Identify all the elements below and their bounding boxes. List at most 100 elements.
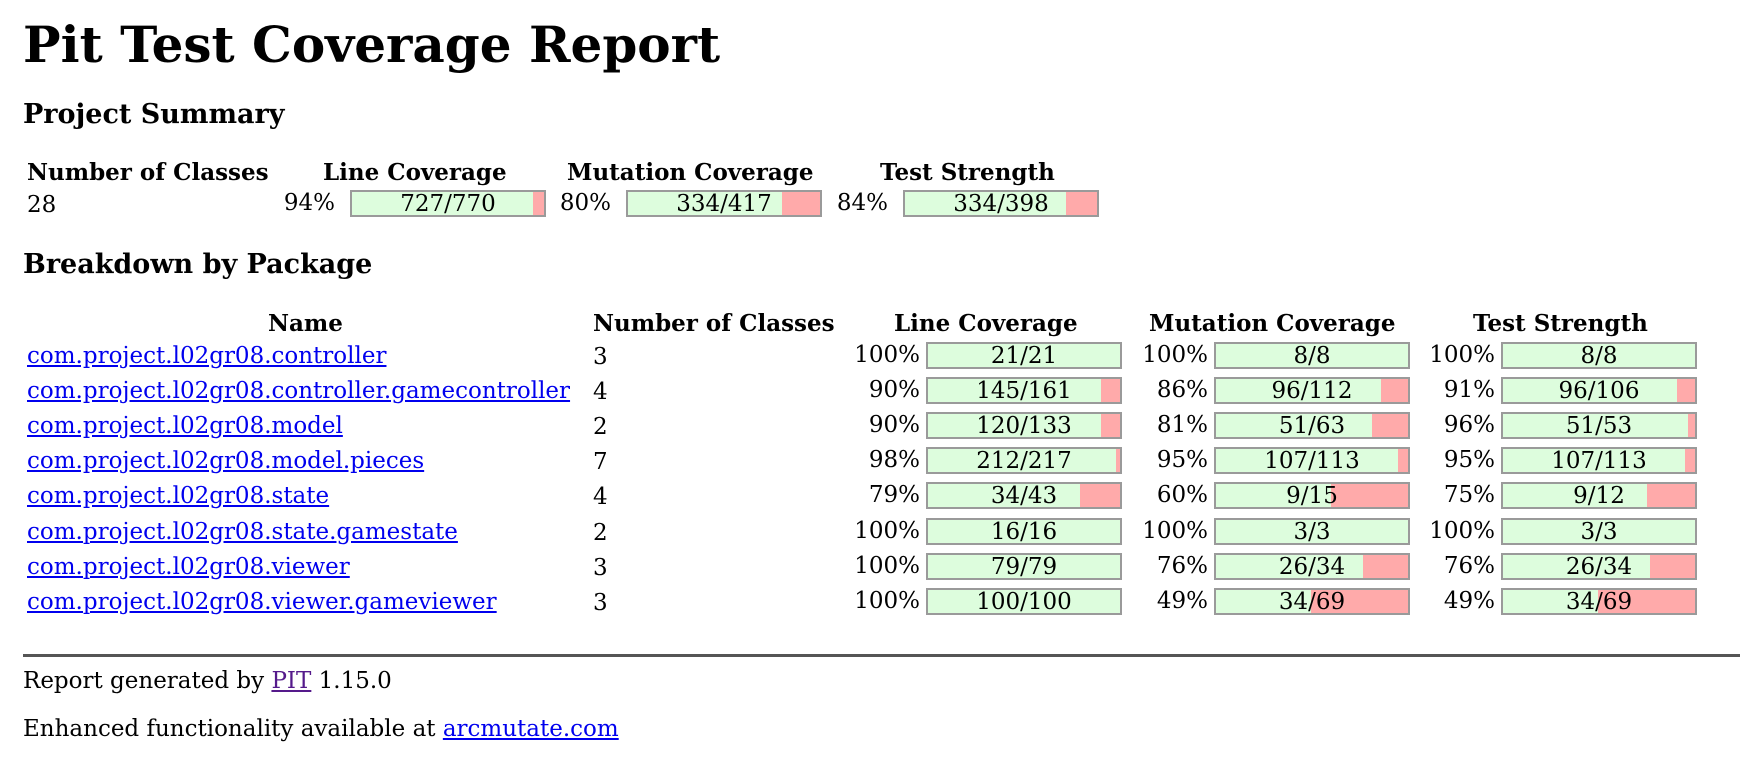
coverage-label: 727/770 [400,191,496,217]
package-line-percent: 100% [854,517,920,544]
package-line-percent: 100% [854,342,920,368]
footer-divider [23,654,1740,657]
coverage-fill [905,192,1067,215]
package-mutation-percent: 60% [1156,482,1208,509]
package-strength-bar: 26/34 [1501,552,1697,580]
pit-link[interactable]: PIT [271,668,312,694]
coverage-label: 212/217 [976,448,1072,475]
breakdown-header-name: Name [268,310,343,337]
coverage-fill [1216,554,1363,578]
project-summary-heading: Project Summary [23,99,285,130]
package-line-bar: 21/21 [926,342,1122,369]
package-line-percent: 100% [854,552,920,579]
breakdown-header-classes: Number of Classes [593,310,835,337]
package-line-percent: 90% [868,412,920,439]
summary-header-line-coverage: Line Coverage [323,159,507,186]
coverage-fill [1216,379,1381,403]
coverage-label: 21/21 [990,343,1058,369]
package-class-count: 2 [593,519,608,546]
package-mutation-bar: 34/69 [1214,587,1410,615]
summary-header-test-strength: Test Strength [880,159,1055,186]
package-line-bar: 100/100 [926,587,1122,615]
coverage-label: 34/69 [1278,588,1346,615]
coverage-label: 51/63 [1278,413,1346,440]
package-line-bar: 145/161 [926,377,1122,405]
breakdown-header-line-coverage: Line Coverage [894,310,1078,337]
coverage-label: 9/15 [1286,483,1338,510]
package-strength-percent: 100% [1429,342,1495,368]
pit-version: 1.15.0 [311,668,392,694]
coverage-label: 8/8 [1293,343,1331,369]
package-strength-bar: 107/113 [1501,447,1697,475]
package-link[interactable]: com.project.l02gr08.controller.gamecontr… [27,378,571,405]
coverage-label: 34/43 [990,483,1058,510]
package-mutation-percent: 86% [1156,377,1208,404]
coverage-label: 3/3 [1293,518,1331,545]
package-line-bar: 120/133 [926,412,1122,440]
coverage-fill [1503,519,1695,543]
coverage-label: 96/106 [1558,378,1640,405]
enhanced-functionality-line: Enhanced functionality available at arcm… [23,715,619,743]
package-strength-percent: 95% [1443,447,1495,474]
package-mutation-percent: 100% [1142,517,1208,544]
package-strength-bar: 96/106 [1501,377,1697,405]
arcmutate-link[interactable]: arcmutate.com [442,716,619,742]
breakdown-header-test-strength: Test Strength [1473,310,1648,337]
coverage-label: 26/34 [1565,553,1633,580]
coverage-fill [1216,344,1408,367]
coverage-fill [1503,484,1647,508]
coverage-fill [352,192,534,215]
coverage-fill [928,519,1120,543]
coverage-label: 120/133 [976,413,1072,440]
package-link[interactable]: com.project.l02gr08.state.gamestate [27,518,458,545]
package-class-count: 3 [593,554,608,581]
summary-mutation-coverage-bar: 334/417 [626,190,822,217]
coverage-fill [928,484,1080,508]
package-strength-percent: 76% [1443,552,1495,579]
package-mutation-percent: 100% [1142,342,1208,368]
coverage-label: 107/113 [1264,448,1360,475]
package-mutation-bar: 107/113 [1214,447,1410,475]
summary-strength-percent: 84% [836,190,888,216]
coverage-label: 51/53 [1565,413,1633,440]
package-class-count: 4 [593,484,608,511]
package-mutation-bar: 9/15 [1214,482,1410,510]
package-link[interactable]: com.project.l02gr08.viewer [27,553,350,580]
coverage-label: 8/8 [1580,343,1618,369]
package-strength-percent: 49% [1443,587,1495,614]
package-mutation-bar: 8/8 [1214,342,1410,369]
package-link[interactable]: com.project.l02gr08.viewer.gameviewer [27,588,497,615]
coverage-fill [928,554,1120,578]
package-strength-percent: 96% [1443,412,1495,439]
package-strength-percent: 75% [1443,482,1495,509]
package-link[interactable]: com.project.l02gr08.state [27,483,330,510]
package-line-percent: 79% [868,482,920,509]
summary-header-mutation-coverage: Mutation Coverage [567,159,814,186]
coverage-fill [928,414,1102,438]
coverage-label: 100/100 [976,588,1072,615]
package-link[interactable]: com.project.l02gr08.model [27,413,343,440]
package-link[interactable]: com.project.l02gr08.controller [27,343,387,369]
package-class-count: 4 [593,379,608,406]
summary-header-classes: Number of Classes [27,159,269,186]
coverage-fill [1503,449,1685,473]
coverage-fill [1216,449,1398,473]
package-line-bar: 212/217 [926,447,1122,475]
breakdown-heading: Breakdown by Package [23,249,373,280]
coverage-fill [1503,379,1677,403]
package-link[interactable]: com.project.l02gr08.model.pieces [27,448,425,475]
package-strength-percent: 100% [1429,517,1495,544]
report-generated-line: Report generated by PIT 1.15.0 [23,667,392,695]
coverage-label: 3/3 [1580,518,1618,545]
generated-prefix: Report generated by [23,668,272,694]
coverage-fill [928,589,1120,613]
summary-line-percent: 94% [283,190,335,216]
package-mutation-bar: 26/34 [1214,552,1410,580]
coverage-fill [1216,414,1372,438]
summary-classes-value: 28 [27,192,57,218]
package-line-bar: 79/79 [926,552,1122,580]
breakdown-header-mutation-coverage: Mutation Coverage [1149,310,1396,337]
coverage-label: 79/79 [990,553,1058,580]
coverage-label: 96/112 [1271,378,1353,405]
